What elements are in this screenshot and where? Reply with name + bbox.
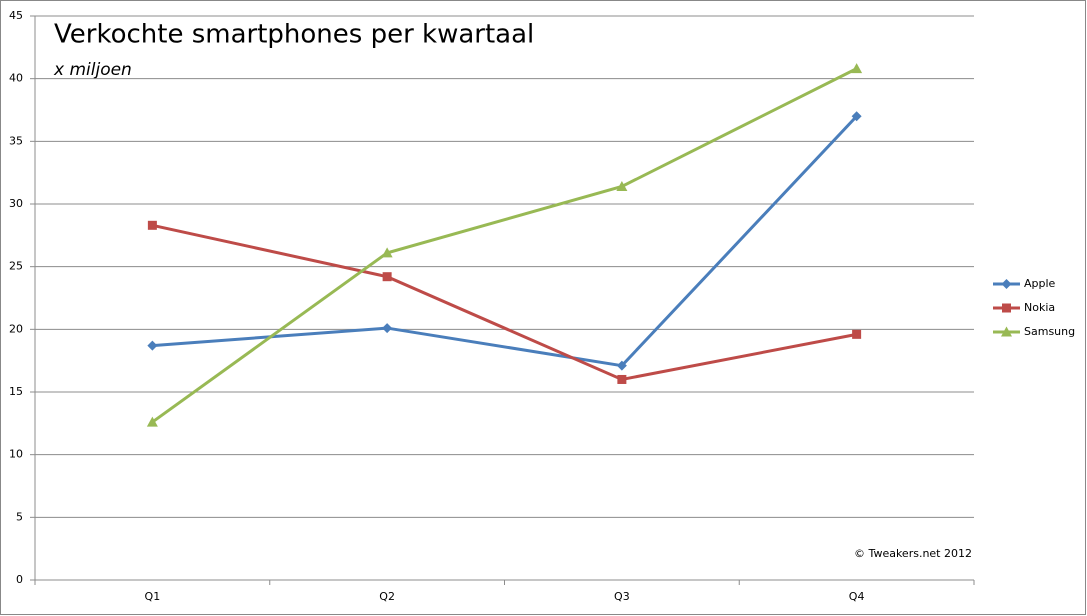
- point: [381, 247, 393, 258]
- point: [852, 329, 862, 339]
- point: [616, 180, 628, 191]
- y-tick-label: 40: [9, 72, 23, 85]
- point: [147, 340, 158, 351]
- y-tick-label: 20: [9, 322, 23, 335]
- point: [851, 63, 863, 74]
- point: [382, 323, 393, 334]
- point: [851, 111, 862, 122]
- y-tick-label: 25: [9, 260, 23, 273]
- x-tick-label: Q2: [379, 590, 395, 603]
- series-line: [152, 223, 857, 382]
- point: [616, 360, 627, 371]
- y-tick-label: 45: [9, 9, 23, 22]
- y-tick-label: 5: [16, 510, 23, 523]
- legend-marker: [1001, 279, 1012, 289]
- legend-marker: [1002, 303, 1011, 313]
- chart-title: Verkochte smartphones per kwartaal: [54, 20, 534, 50]
- point: [382, 272, 392, 282]
- y-tick-label: 15: [9, 385, 23, 398]
- series-line: [151, 67, 858, 424]
- legend-label: Apple: [1024, 277, 1056, 290]
- point: [146, 416, 158, 427]
- point: [617, 374, 627, 384]
- legend-label: Nokia: [1024, 301, 1055, 314]
- copyright: © Tweakers.net 2012: [854, 547, 972, 560]
- y-tick-label: 10: [9, 448, 23, 461]
- y-tick-label: 0: [16, 573, 23, 586]
- legend-marker: [1001, 326, 1012, 337]
- x-tick-label: Q3: [614, 590, 630, 603]
- y-tick-label: 35: [9, 134, 23, 147]
- x-tick-label: Q4: [849, 590, 865, 603]
- point: [147, 220, 157, 230]
- chart-subtitle: x miljoen: [53, 60, 132, 80]
- x-tick-label: Q1: [145, 590, 161, 603]
- legend-label: Samsung: [1024, 325, 1075, 338]
- y-tick-label: 30: [9, 197, 23, 210]
